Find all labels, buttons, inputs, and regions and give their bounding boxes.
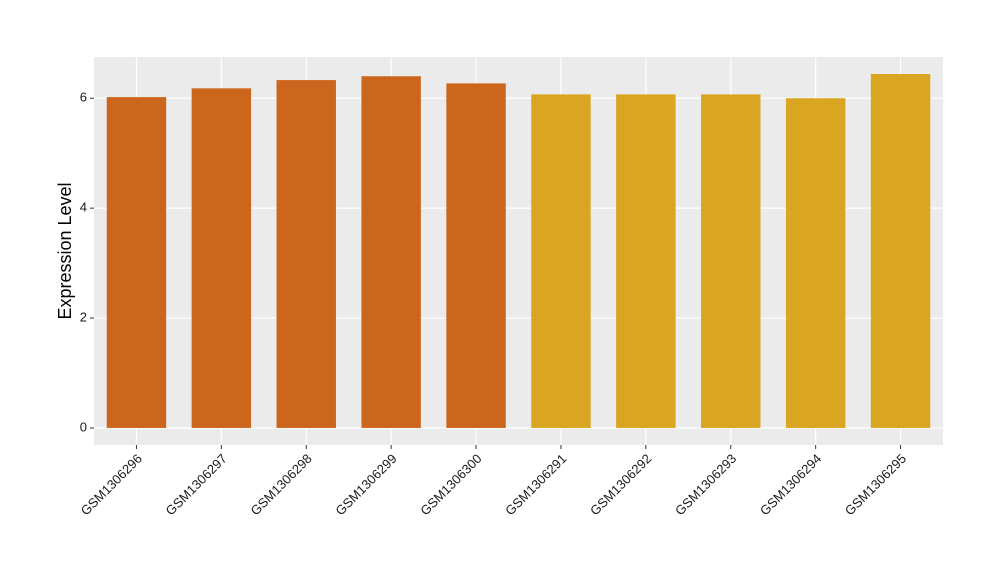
bar: [106, 97, 167, 428]
x-tick-label: GSM1306293: [672, 451, 739, 518]
bar: [531, 94, 591, 428]
x-tick-label: GSM1306292: [587, 451, 654, 518]
bar: [870, 74, 931, 428]
x-tick-label: GSM1306299: [332, 451, 399, 518]
y-tick-label: 2: [80, 309, 87, 324]
bar: [785, 98, 846, 428]
y-tick-label: 4: [80, 200, 87, 215]
y-tick-label: 6: [80, 90, 87, 105]
bar: [701, 94, 761, 428]
bar: [191, 88, 252, 428]
bar: [446, 83, 506, 428]
bar: [361, 76, 421, 428]
x-tick-label: GSM1306295: [842, 451, 909, 518]
y-axis-label: Expression Level: [55, 182, 75, 319]
x-tick-label: GSM1306297: [163, 451, 230, 518]
x-tick-label: GSM1306291: [502, 451, 569, 518]
x-tick-label: GSM1306300: [417, 451, 484, 518]
x-tick-label: GSM1306296: [78, 451, 145, 518]
bar: [276, 80, 336, 428]
x-tick-label: GSM1306294: [757, 451, 824, 518]
y-tick-label: 0: [80, 419, 87, 434]
x-tick-label: GSM1306298: [247, 451, 314, 518]
bar: [616, 94, 676, 428]
